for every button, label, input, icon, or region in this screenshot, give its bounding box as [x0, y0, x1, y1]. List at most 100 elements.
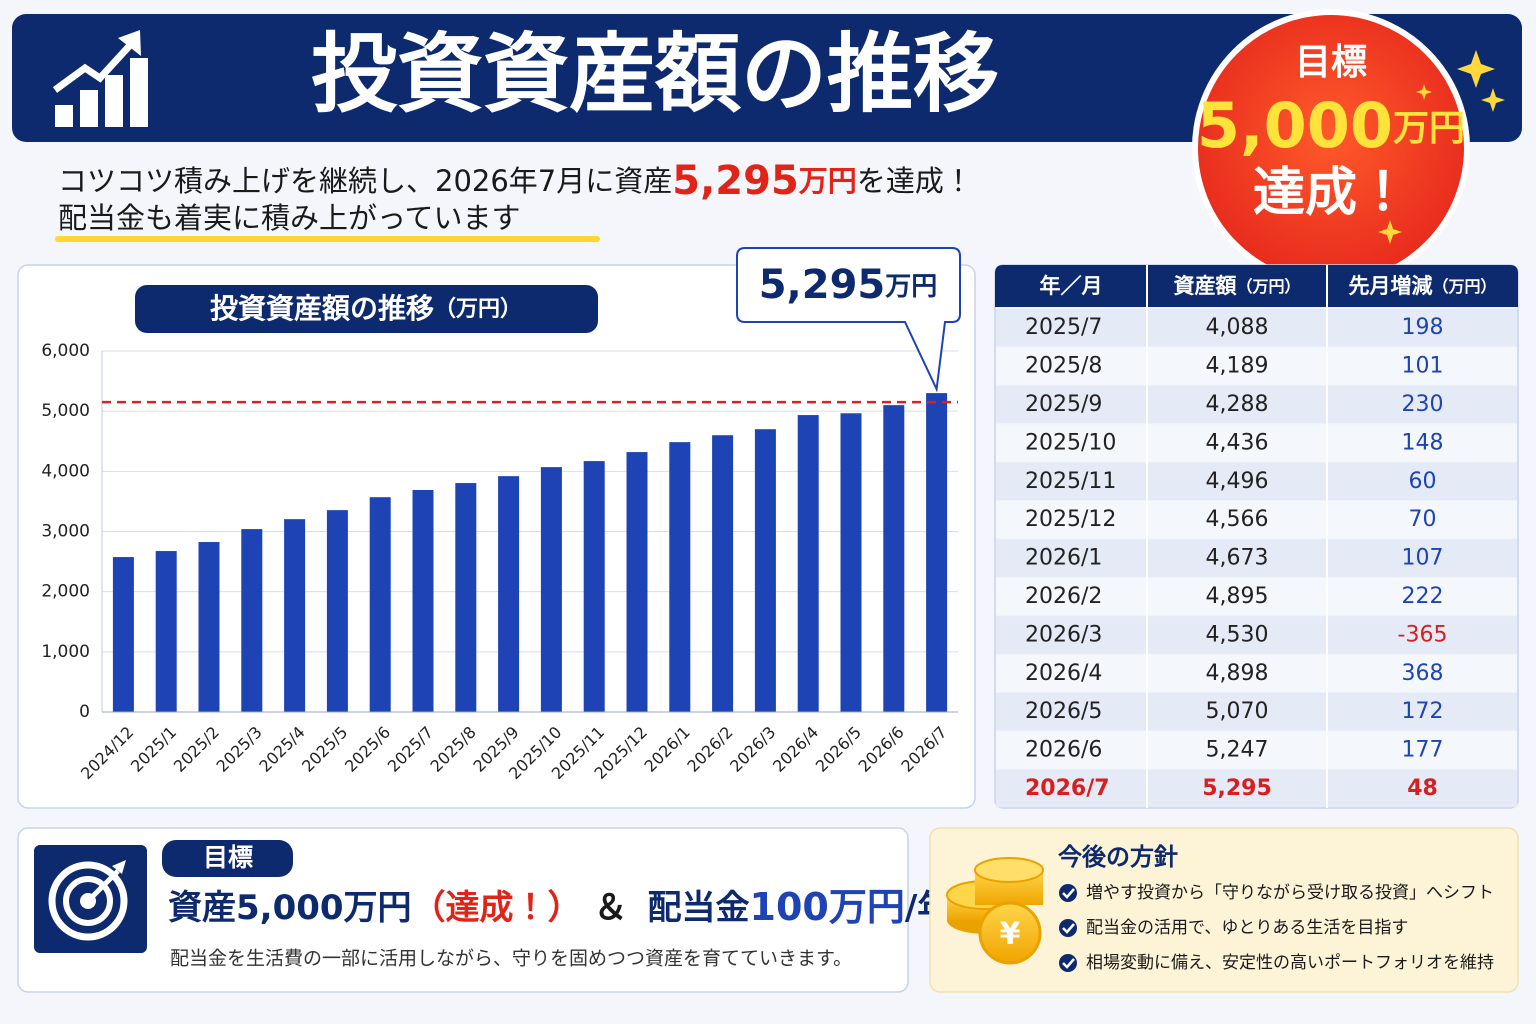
- table-cell: 2026/3: [1025, 622, 1102, 647]
- table-header-unit: （万円）: [1236, 277, 1300, 296]
- table-cell: 172: [1402, 699, 1444, 724]
- subtitle-amount: 5,295: [672, 158, 799, 204]
- chart-title-pill: [135, 285, 598, 333]
- table-cell: 2026/7: [1025, 776, 1110, 801]
- table-row-bg: [996, 577, 1517, 616]
- y-tick-label: 6,000: [41, 341, 90, 361]
- check-icon: [1059, 919, 1077, 937]
- table-cell: 4,189: [1206, 354, 1269, 379]
- table-cell: 2025/9: [1025, 392, 1102, 417]
- table-cell: 70: [1409, 507, 1437, 532]
- y-tick-label: 2,000: [41, 582, 90, 602]
- subtitle-text: を達成！: [857, 164, 973, 198]
- table-header: 先月増減（万円）: [1348, 274, 1496, 298]
- table-row-bg: [996, 769, 1517, 808]
- bar: [712, 435, 734, 712]
- goal-label: 目標: [203, 843, 253, 872]
- table-cell: 107: [1402, 546, 1444, 571]
- bar: [626, 452, 648, 712]
- y-tick-label: 1,000: [41, 642, 90, 662]
- table-cell: 222: [1402, 584, 1444, 609]
- badge-amount: 5,000万円: [1197, 89, 1465, 162]
- goal-asset: 資産5,000万円: [168, 888, 412, 928]
- table-cell: 4,898: [1206, 661, 1269, 686]
- bar: [540, 467, 562, 712]
- goal-dividend-amount: 100万円: [750, 885, 905, 929]
- bar: [369, 497, 391, 712]
- bar: [455, 483, 477, 712]
- table-cell: 4,436: [1206, 430, 1269, 455]
- check-icon: [1059, 954, 1077, 972]
- table-cell: 230: [1402, 392, 1444, 417]
- table-cell: 177: [1402, 738, 1444, 763]
- bar: [840, 413, 862, 712]
- bar: [198, 542, 220, 712]
- badge-achieved: 達成！: [1253, 163, 1409, 223]
- table-cell: 4,566: [1206, 507, 1269, 532]
- table-row-bg: [996, 424, 1517, 462]
- table-cell: 5,070: [1206, 699, 1269, 724]
- table-cell: 2026/6: [1025, 738, 1102, 763]
- table-cell: 2026/2: [1025, 584, 1102, 609]
- table-header: 資産額（万円）: [1173, 274, 1300, 298]
- goal-dividend: 配当金: [648, 888, 750, 928]
- table-row-bg: [996, 385, 1517, 424]
- table-row-bg: [996, 693, 1517, 731]
- table-row-bg: [996, 501, 1517, 539]
- page-title: 投資資産額の推移: [311, 24, 999, 124]
- y-tick-label: 4,000: [41, 461, 90, 481]
- y-tick-label: 0: [79, 702, 90, 722]
- badge-amount-unit: 万円: [1393, 108, 1465, 149]
- bar: [498, 476, 520, 712]
- check-mark: [1062, 923, 1075, 934]
- bar: [583, 461, 605, 712]
- table-row-bg: [996, 462, 1517, 500]
- y-tick-label: 3,000: [41, 522, 90, 542]
- goal-achieved: （達成！）: [412, 888, 582, 928]
- table-cell: 5,247: [1206, 738, 1269, 763]
- table-cell: 2026/4: [1025, 661, 1102, 686]
- table-cell: 4,673: [1206, 546, 1269, 571]
- callout-box: [736, 247, 961, 393]
- bar: [754, 429, 776, 712]
- badge-label: 目標: [1295, 42, 1367, 83]
- table-cell: 4,530: [1206, 622, 1269, 647]
- chart-title-unit: （万円）: [434, 297, 522, 322]
- svg-text:¥: ¥: [1000, 917, 1021, 952]
- subtitle-unit: 万円: [799, 164, 857, 198]
- policy-title: 今後の方針: [1058, 843, 1178, 871]
- table-row-bg: [996, 616, 1517, 654]
- policy-panel: [929, 827, 1519, 993]
- callout-amount: 5,295: [759, 262, 886, 308]
- table-cell: 2025/10: [1025, 430, 1116, 455]
- table-cell: -365: [1398, 622, 1448, 647]
- table-cell: 2025/8: [1025, 354, 1102, 379]
- trend-icon: [52, 30, 148, 127]
- header-banner: [12, 14, 1522, 142]
- table-cell: 2025/12: [1025, 507, 1116, 532]
- subtitle-underline: [55, 236, 600, 242]
- bar: [241, 529, 263, 712]
- table-header-bg: [995, 265, 1518, 307]
- table-cell: 4,496: [1206, 469, 1269, 494]
- chart-title-text: 投資資産額の推移: [210, 292, 434, 325]
- y-tick-label: 5,000: [41, 401, 90, 421]
- table-cell: 2026/1: [1025, 546, 1102, 571]
- table-header-text: 資産額: [1173, 274, 1237, 298]
- bar: [326, 510, 348, 712]
- table-row-bg: [996, 539, 1517, 577]
- goal-statement: 資産5,000万円（達成！）＆配当金100万円/年: [168, 885, 951, 929]
- subtitle-line-1: コツコツ積み上げを継続し、2026年7月に資産5,295万円を達成！: [58, 158, 973, 204]
- table-cell: 60: [1409, 469, 1437, 494]
- table-cell: 2025/7: [1025, 315, 1102, 340]
- subtitle-text: コツコツ積み上げを継続し、2026年7月に資産: [58, 164, 672, 198]
- check-icon: [1059, 884, 1077, 902]
- sparkles: [1378, 50, 1505, 244]
- table-row-bg: [996, 309, 1517, 347]
- table-row-bg: [996, 347, 1517, 385]
- table-row-bg: [996, 654, 1517, 692]
- target-icon: [48, 860, 128, 941]
